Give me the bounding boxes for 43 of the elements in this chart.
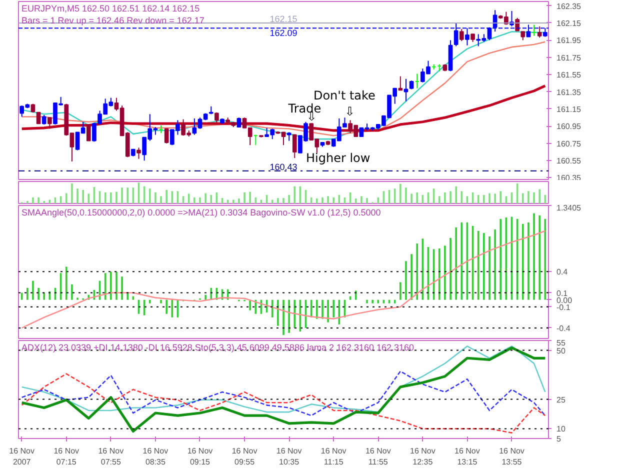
x-tick-label: 16 Nov 12:35 <box>410 446 436 466</box>
y-tick-label: 160.55 <box>556 156 582 166</box>
y-tick-label: 0.4 <box>556 268 568 277</box>
y-tick-label: 160.75 <box>556 139 582 148</box>
x-tick-label: 16 Nov 2007 <box>9 446 35 466</box>
x-tick-label: 16 Nov 11:15 <box>320 446 346 466</box>
text: Bars = 1 Rev up = 162.46 Rev down = 162.17 <box>22 16 204 26</box>
x-tick-label: 16 Nov 07:15 <box>54 446 80 466</box>
y-tick-label: 0.1 <box>556 288 568 298</box>
y-tick-label: 162.35 <box>556 2 582 11</box>
x-tick-label: 16 Nov 09:15 <box>187 446 213 466</box>
y-tick-label: 161.75 <box>556 53 582 62</box>
y-tick-label: 161.95 <box>556 36 582 46</box>
y-tick-label: 162.15 <box>556 19 582 28</box>
x-tick-label: 16 Nov 09:55 <box>232 446 258 466</box>
y-tick-label: 161.15 <box>556 104 582 114</box>
y-tick-label: 50 <box>556 346 566 356</box>
annotation: ⇩ <box>344 104 355 119</box>
chart-title: EURJPYm,M5 162.50 162.51 162.14 162.15 <box>22 4 200 14</box>
y-tick-label: 0.00 <box>556 296 573 305</box>
y-tick-label: 1.3405 <box>556 204 582 212</box>
chart-title: SMAAngle(50,0.15000000,2,0) 0.0000 =>MA(21) 0.3034 Bagovino-SW v1.0 (12,5) 0.5000 <box>22 208 381 218</box>
x-tick-label: 16 Nov 10:35 <box>276 446 302 466</box>
y-tick-label: -0.1 <box>556 302 571 312</box>
y-tick-label: 25 <box>556 395 566 404</box>
y-tick-label: 5 <box>556 434 562 444</box>
y-tick-label: 161.55 <box>556 70 582 80</box>
x-tick-label: 16 Nov 13:55 <box>499 446 524 466</box>
ref-line-label: 162.15 <box>270 14 298 24</box>
x-tick-label: 16 Nov 08:35 <box>142 446 168 466</box>
chart-title: ADX(12) 23.0339 +DI 14.1380 -DI 16.5928 Sto(5,3,3) 45.6099 49.5886 lama 2 162.3160 162.3160 <box>22 342 414 352</box>
y-tick-label: 160.95 <box>556 122 582 132</box>
y-tick-label: 161.35 <box>556 88 582 97</box>
x-tick-label: 16 Nov 13:15 <box>454 446 480 466</box>
ref-line-label: 160.43 <box>270 162 298 172</box>
y-tick-label: 10 <box>556 424 566 434</box>
annotation: Higher low <box>306 151 370 166</box>
x-tick-label: 16 Nov 11:55 <box>365 446 391 466</box>
x-tick-label: 16 Nov 07:55 <box>98 446 124 466</box>
ref-line-label: 162.09 <box>270 28 298 38</box>
annotation: Don't take <box>313 88 376 102</box>
y-tick-label: 55 <box>556 338 566 348</box>
y-tick-label: -0.4 <box>556 324 571 333</box>
